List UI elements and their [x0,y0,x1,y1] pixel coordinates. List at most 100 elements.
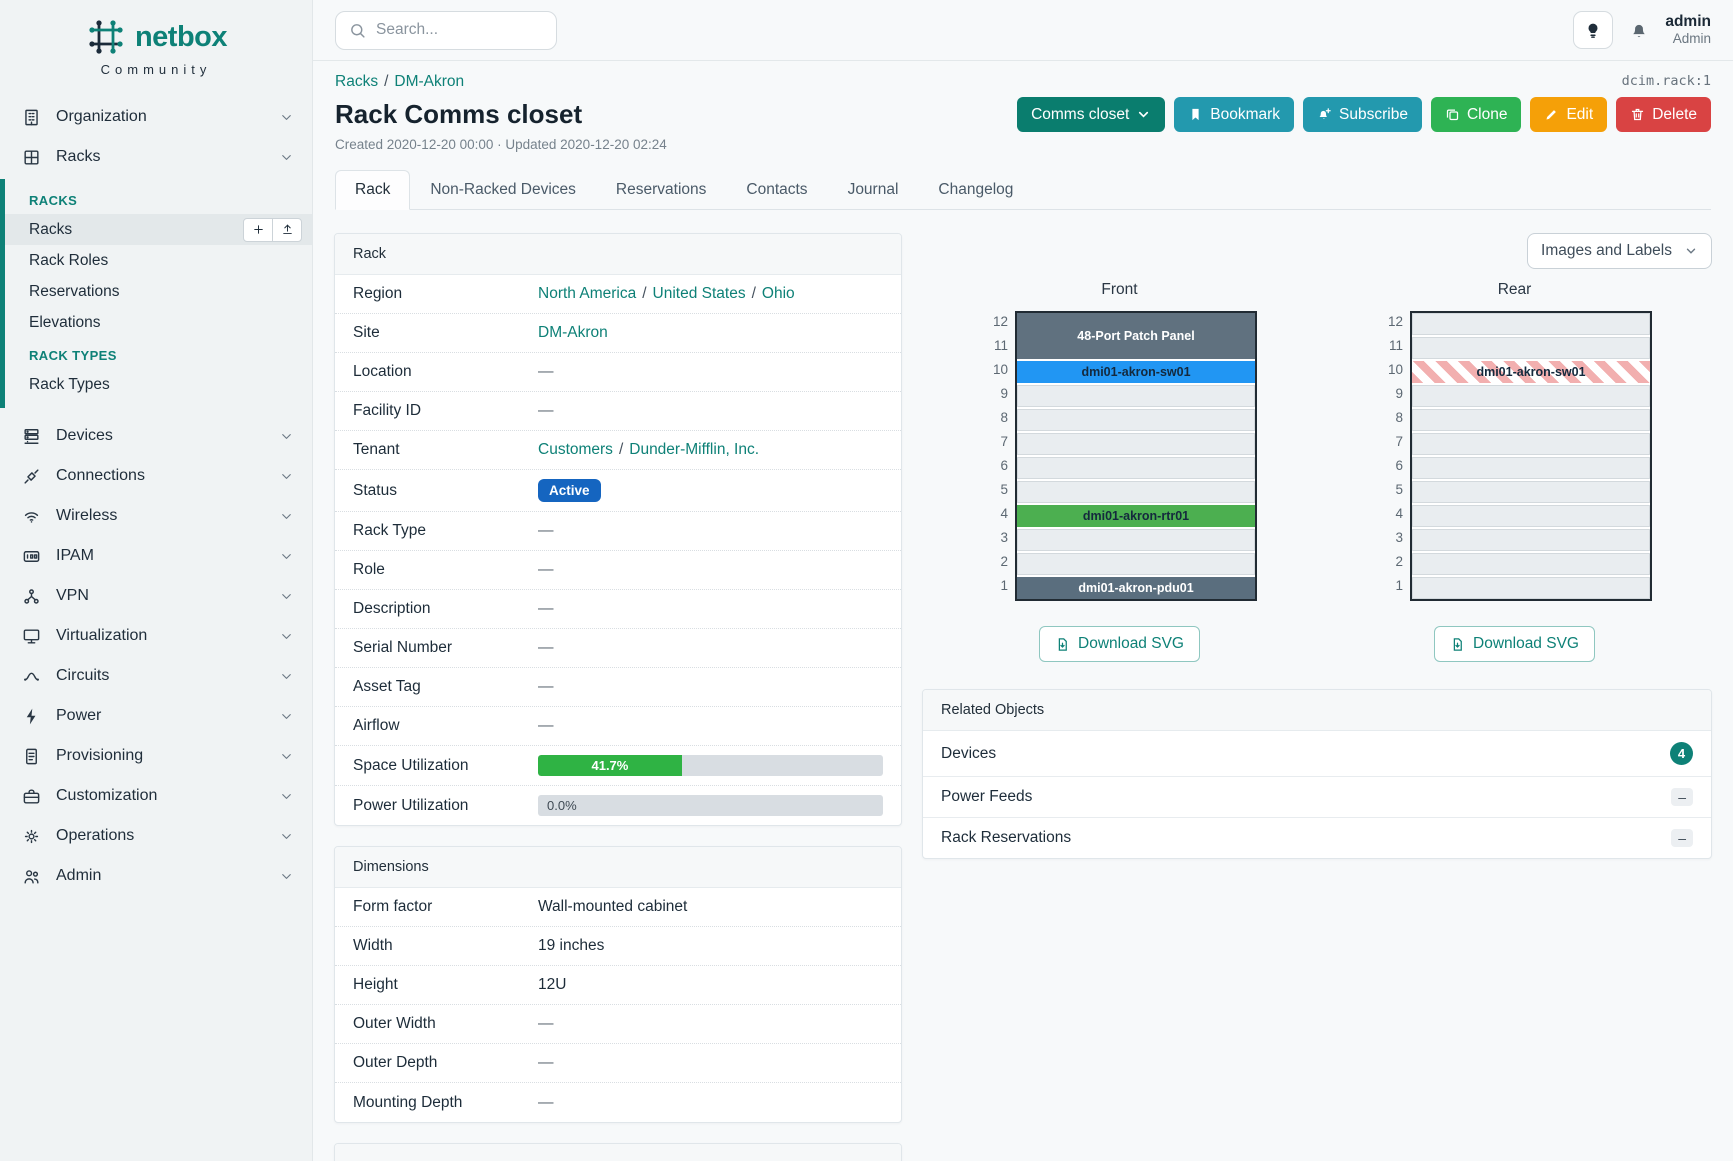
link-north-america[interactable]: North America [538,285,637,302]
empty-slot[interactable] [1017,385,1255,407]
rack-device-dmi01-akron-sw01[interactable]: dmi01-akron-sw01 [1412,361,1650,383]
empty-slot[interactable] [1412,577,1650,599]
download-svg-rear-button[interactable]: Download SVG [1434,626,1595,662]
related-row-devices[interactable]: Devices 4 [923,731,1711,777]
field-row-space-utilization: Space Utilization 41.7% [335,746,901,786]
field-label: Outer Width [353,1015,436,1032]
utilization-value: 0.0% [547,798,577,813]
link-customers[interactable]: Customers [538,441,613,458]
chevron-down-icon [279,429,294,444]
sidebar-item-vpn[interactable]: VPN [0,576,312,616]
search-input[interactable] [376,21,543,39]
sidebar-item-rack-types[interactable]: Rack Types [5,369,312,400]
edit-button[interactable]: Edit [1530,97,1608,132]
notifications-button[interactable] [1629,20,1649,40]
chevron-down-icon [279,110,294,125]
empty-slot[interactable] [1017,553,1255,575]
main-area: admin Admin Racks/DM-Akron dcim.rack:1 R… [313,0,1733,1161]
comms-closet-group-button[interactable]: Comms closet [1017,97,1166,132]
related-row-power-feeds[interactable]: Power Feeds – [923,777,1711,818]
user-menu[interactable]: admin Admin [1665,12,1711,48]
empty-slot[interactable] [1412,385,1650,407]
field-value: North America / United States / Ohio [538,285,883,303]
vpn-icon [22,587,41,606]
images-and-labels-select[interactable]: Images and Labels [1527,233,1712,269]
sidebar-item-ipam[interactable]: IPAM [0,536,312,576]
import-rack-button[interactable] [272,217,302,242]
tab-reservations[interactable]: Reservations [615,181,707,198]
related-row-rack-reservations[interactable]: Rack Reservations – [923,818,1711,858]
search-box[interactable] [335,10,557,50]
sidebar-item-racks[interactable]: Racks [5,214,312,245]
empty-slot[interactable] [1412,529,1650,551]
sidebar-item-operations[interactable]: Operations [0,816,312,856]
sidebar-item-admin[interactable]: Admin [0,856,312,896]
dark-mode-toggle-button[interactable] [1573,11,1614,49]
empty-slot[interactable] [1017,529,1255,551]
front-unit-numbers: 12 11 10 9 8 7 6 5 4 3 2 1 [982,311,1008,601]
sidebar-item-circuits[interactable]: Circuits [0,656,312,696]
add-rack-button[interactable] [243,217,273,242]
tab-bar: Rack Non-Racked Devices Reservations Contac… [335,170,1711,210]
sidebar-item-organization[interactable]: Organization [0,97,312,137]
clone-button[interactable]: Clone [1430,97,1522,132]
empty-slot[interactable] [1412,337,1650,359]
sidebar-item-provisioning[interactable]: Provisioning [0,736,312,776]
field-label: Height [353,976,398,993]
tab-rack[interactable]: Rack [335,170,411,210]
user-name: admin [1665,12,1711,30]
link-united-states[interactable]: United States [652,285,746,302]
breadcrumb-racks-link[interactable]: Racks [335,73,379,90]
link-ohio[interactable]: Ohio [761,285,795,302]
brand[interactable]: netbox Community [0,0,312,83]
tab-non-racked-devices[interactable]: Non-Racked Devices [430,181,576,198]
rack-device-dmi01-akron-rtr01[interactable]: dmi01-akron-rtr01 [1017,505,1255,527]
empty-slot[interactable] [1017,433,1255,455]
breadcrumb-site-link[interactable]: DM-Akron [394,73,465,90]
link-dm-akron[interactable]: DM-Akron [538,324,608,341]
download-svg-front-button[interactable]: Download SVG [1039,626,1200,662]
field-row-asset-tag: Asset Tag — [335,668,901,707]
empty-slot[interactable] [1017,457,1255,479]
sidebar-item-connections[interactable]: Connections [0,456,312,496]
field-label: Space Utilization [353,756,469,774]
related-label: Devices [941,744,997,762]
sidebar-item-customization[interactable]: Customization [0,776,312,816]
empty-slot[interactable] [1017,409,1255,431]
empty-slot[interactable] [1412,313,1650,335]
sidebar-item-label: Elevations [29,313,101,331]
sidebar-item-elevations[interactable]: Elevations [5,307,312,338]
sidebar-item-racks[interactable]: Racks [0,137,312,177]
sidebar-item-power[interactable]: Power [0,696,312,736]
related-label: Power Feeds [941,788,1033,805]
link-dunder-mifflin-inc[interactable]: Dunder-Mifflin, Inc. [629,441,760,458]
tab-contacts[interactable]: Contacts [746,181,808,198]
subscribe-button[interactable]: Subscribe [1303,97,1422,132]
empty-slot[interactable] [1412,553,1650,575]
sidebar-item-reservations[interactable]: Reservations [5,276,312,307]
rack-device-dmi01-akron-sw01[interactable]: dmi01-akron-sw01 [1017,361,1255,383]
delete-button[interactable]: Delete [1616,97,1711,132]
field-value: — [538,561,883,579]
bookmark-button[interactable]: Bookmark [1174,97,1295,132]
tab-journal[interactable]: Journal [847,181,899,198]
sidebar-item-virtualization[interactable]: Virtualization [0,616,312,656]
users-icon [22,867,41,886]
empty-slot[interactable] [1412,505,1650,527]
rack-device-48-port-patch-panel[interactable]: 48-Port Patch Panel [1017,313,1255,359]
sidebar-item-wireless[interactable]: Wireless [0,496,312,536]
empty-slot[interactable] [1017,481,1255,503]
empty-slot[interactable] [1412,457,1650,479]
sidebar-item-devices[interactable]: Devices [0,416,312,456]
page-title: Rack Comms closet [335,99,583,129]
empty-slot[interactable] [1412,481,1650,503]
empty-slot[interactable] [1412,409,1650,431]
field-value: — [538,402,883,420]
field-label: Serial Number [353,639,453,656]
related-objects-panel: Related Objects Devices 4 Power Feeds – Rack… [922,689,1712,859]
empty-slot[interactable] [1412,433,1650,455]
tab-changelog[interactable]: Changelog [938,181,1014,198]
sidebar-item-rack-roles[interactable]: Rack Roles [5,245,312,276]
rack-device-dmi01-akron-pdu01[interactable]: dmi01-akron-pdu01 [1017,577,1255,599]
